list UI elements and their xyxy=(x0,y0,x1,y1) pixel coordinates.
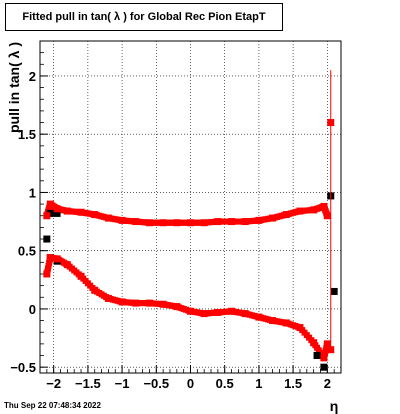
data-point xyxy=(173,303,181,311)
x-tick-label: 1.5 xyxy=(284,376,302,391)
data-point xyxy=(269,317,277,325)
data-point xyxy=(77,272,85,280)
data-point xyxy=(46,200,54,208)
data-point xyxy=(313,352,321,360)
data-point xyxy=(145,299,153,307)
y-axis: −0.5 0 0.5 1 1.5 2 xyxy=(10,40,48,375)
data-point xyxy=(255,313,263,321)
data-point xyxy=(132,299,140,307)
data-point xyxy=(255,216,263,224)
y-tick-label: 2 xyxy=(29,69,36,84)
x-axis: −2 −1.5 −1 −0.5 0 0.5 1 1.5 2 xyxy=(39,365,342,391)
x-tick-label: −1 xyxy=(115,376,130,391)
data-point xyxy=(241,218,249,226)
data-point xyxy=(132,218,140,226)
data-point xyxy=(104,294,112,302)
data-point xyxy=(43,235,51,243)
chart-title: Fitted pull in tan( λ ) for Global Rec P… xyxy=(5,3,283,31)
x-tick-label: −1.5 xyxy=(75,376,101,391)
data-point xyxy=(145,219,153,227)
data-point xyxy=(330,287,338,295)
data-point xyxy=(63,261,71,269)
data-point xyxy=(173,219,181,227)
data-point xyxy=(327,346,335,354)
data-point xyxy=(323,340,331,348)
data-point xyxy=(104,214,112,222)
x-tick-label: −0.5 xyxy=(143,376,169,391)
data-point xyxy=(200,310,208,318)
data-point xyxy=(159,219,167,227)
data-point xyxy=(43,270,51,278)
data-point xyxy=(77,208,85,216)
timestamp: Thu Sep 22 07:48:34 2022 xyxy=(4,401,101,410)
x-tick-label: 0 xyxy=(187,376,194,391)
data-point xyxy=(91,286,99,294)
data-point xyxy=(200,219,208,227)
data-point xyxy=(282,211,290,219)
y-tick-label: 0 xyxy=(29,302,36,317)
y-tick-label: −0.5 xyxy=(10,360,36,375)
data-point xyxy=(241,310,249,318)
data-point xyxy=(320,202,328,210)
data-point xyxy=(320,354,328,362)
data-point xyxy=(63,207,71,215)
data-point xyxy=(296,324,304,332)
data-point xyxy=(214,218,222,226)
data-point xyxy=(282,319,290,327)
data-point xyxy=(228,218,236,226)
data-point xyxy=(269,214,277,222)
series-1-band xyxy=(43,201,330,361)
data-points xyxy=(43,70,338,371)
y-tick-label: 0.5 xyxy=(18,244,36,259)
data-point xyxy=(53,255,61,263)
data-point xyxy=(296,207,304,215)
data-point xyxy=(323,212,331,220)
x-axis-title: η xyxy=(330,398,339,414)
data-point xyxy=(46,254,54,262)
data-point xyxy=(187,307,194,315)
data-point xyxy=(187,219,194,227)
data-point xyxy=(228,307,236,315)
grid xyxy=(40,41,341,373)
x-tick-label: −2 xyxy=(46,376,61,391)
data-point xyxy=(91,211,99,219)
data-point xyxy=(118,298,126,306)
data-point xyxy=(320,363,328,371)
x-tick-label: 0.5 xyxy=(216,376,234,391)
y-tick-label: 1.5 xyxy=(18,127,36,142)
y-axis-title: pull in tan( λ ) xyxy=(6,42,22,133)
data-point xyxy=(53,209,61,217)
data-point xyxy=(310,206,318,214)
x-tick-label: 1 xyxy=(255,376,262,391)
series-1 xyxy=(43,70,335,362)
x-tick-label: 2 xyxy=(324,376,331,391)
data-point xyxy=(43,212,51,220)
data-point xyxy=(310,339,318,347)
data-point xyxy=(118,216,126,224)
data-point xyxy=(214,308,222,316)
data-point xyxy=(53,205,61,213)
data-point xyxy=(159,300,167,308)
data-point xyxy=(327,119,335,127)
y-tick-label: 1 xyxy=(29,185,36,200)
